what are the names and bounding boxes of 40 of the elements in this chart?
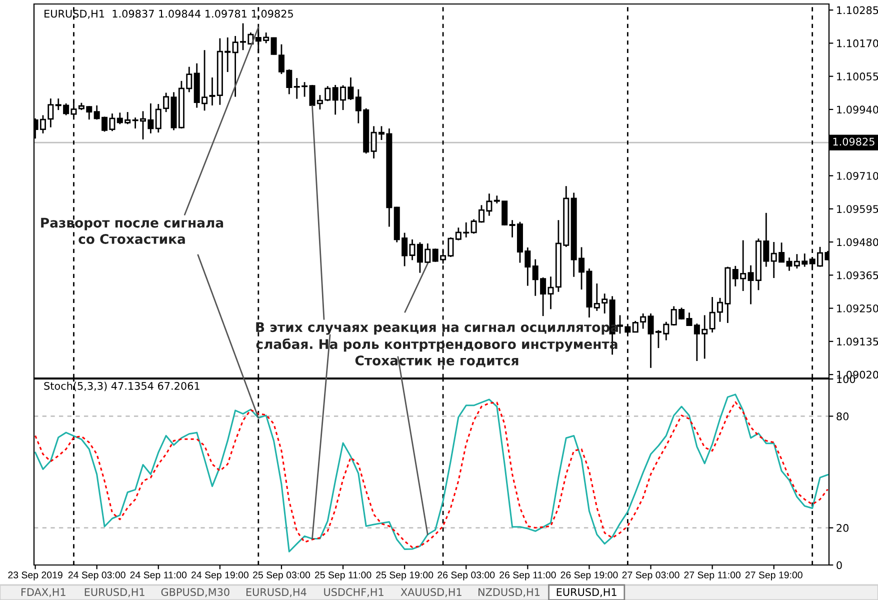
chart-title: EURUSD,H1 1.09837 1.09844 1.09781 1.09825 — [44, 10, 293, 19]
text: EURUSD,H1 — [84, 588, 144, 598]
y-tick-label: 1.09365 — [837, 271, 878, 280]
candlestick — [155, 103, 162, 134]
text: EURUSD,H4 — [246, 588, 306, 598]
x-tick-label: 25 Sep 19:00 — [376, 572, 434, 580]
x-tick-label: 27 Sep 03:00 — [622, 572, 680, 580]
y-tick-label: 1.09940 — [837, 106, 878, 114]
x-tick-label: 24 Sep 11:00 — [130, 572, 187, 580]
y-tick-label: 80 — [836, 412, 849, 420]
text: NZDUSD,H1 — [478, 588, 540, 598]
y-tick-label: 20 — [836, 524, 849, 532]
annotation: Разворот после сигнала со Стохастика — [41, 218, 224, 244]
x-tick-label: 25 Sep 03:00 — [253, 572, 310, 580]
y-tick-label: 1.09135 — [837, 338, 878, 346]
x-tick-label: 24 Sep 19:00 — [191, 572, 248, 580]
x-tick-label: 25 Sep 11:00 — [314, 572, 372, 580]
text: USDCHF,H1 — [324, 588, 384, 598]
x-tick-label: 23 Sep 2019 — [8, 572, 62, 580]
y-tick-label: 1.10170 — [837, 39, 878, 48]
y-tick-label: 0 — [836, 561, 842, 570]
text: EURUSD,H1 — [556, 588, 616, 598]
text: GBPUSD,M30 — [161, 588, 230, 598]
text: FDAX,H1 — [21, 588, 66, 598]
x-tick-label: 27 Sep 11:00 — [684, 572, 740, 580]
x-tick-label: 26 Sep 11:00 — [500, 572, 556, 580]
y-tick-label: 1.09710 — [837, 172, 878, 180]
y-tick-label: 1.10285 — [837, 6, 878, 14]
text: XAUUSD,H1 — [400, 588, 462, 598]
x-tick-label: 26 Sep 03:00 — [438, 572, 495, 580]
y-tick-label: 1.10055 — [837, 72, 878, 80]
y-tick-label: 1.09250 — [837, 304, 878, 312]
x-tick-label: 24 Sep 03:00 — [68, 572, 126, 580]
x-tick-label: 26 Sep 19:00 — [560, 572, 618, 580]
candlestick — [163, 92, 170, 113]
y-tick-label: 1.09480 — [837, 238, 878, 246]
chart-title: Stoch(5,3,3) 47.1354 67.2061 — [44, 382, 200, 392]
x-tick-label: 27 Sep 19:00 — [745, 572, 802, 580]
ref-line-label: 1.09825 — [833, 138, 874, 146]
y-tick-label: 1.09595 — [837, 205, 878, 213]
